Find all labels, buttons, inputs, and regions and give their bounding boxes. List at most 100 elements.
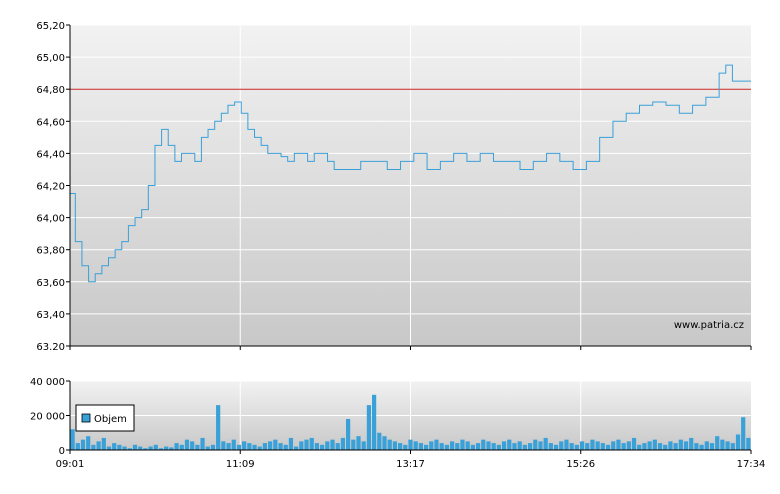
volume-bar (475, 443, 481, 450)
volume-bar (725, 441, 730, 450)
volume-bar (585, 443, 590, 450)
volume-bar (179, 444, 184, 450)
volume-bar (720, 439, 725, 450)
volume-bar (216, 405, 221, 450)
volume-bar (195, 444, 200, 450)
volume-bar (460, 439, 465, 450)
volume-bar (465, 441, 470, 450)
volume-bar (470, 444, 475, 450)
time-tick-label: 13:17 (396, 459, 425, 470)
volume-bar (288, 437, 294, 450)
volume-bar (715, 436, 720, 450)
volume-bar (242, 441, 247, 450)
volume-bar (663, 444, 668, 450)
volume-bar (455, 443, 460, 450)
volume-bar (392, 441, 398, 450)
price-tick-label: 64,20 (36, 182, 65, 193)
volume-bar (158, 448, 164, 450)
volume-bar (486, 441, 491, 450)
volume-bar (616, 439, 621, 450)
volume-bar (605, 444, 611, 450)
volume-bar (382, 436, 387, 450)
volume-bar (70, 429, 75, 450)
volume-bar (579, 441, 585, 450)
volume-bar (559, 441, 564, 450)
volume-bar (372, 394, 377, 450)
volume-bar (169, 447, 174, 450)
volume-bar (699, 444, 704, 450)
volume-tick-label: 0 (59, 446, 65, 457)
price-tick-label: 64,60 (36, 117, 65, 128)
time-tick-label: 11:09 (226, 459, 255, 470)
volume-bar (112, 443, 117, 450)
price-y-ticks: 65,20 65,00 64,80 64,60 64,40 64,20 64,00 63,80… (36, 21, 70, 353)
volume-bar (590, 439, 595, 450)
volume-bar (143, 448, 148, 450)
volume-bar (413, 441, 418, 450)
price-tick-label: 64,40 (36, 149, 65, 160)
volume-bar (330, 439, 335, 450)
volume-bar (262, 443, 268, 450)
volume-bar (735, 434, 741, 450)
volume-bar (294, 446, 299, 450)
volume-bar (236, 444, 242, 450)
volume-bar (600, 443, 605, 450)
volume-bar (268, 441, 273, 450)
volume-bar (481, 439, 486, 450)
volume-bar (80, 439, 86, 450)
volume-bar (626, 441, 631, 450)
volume-bar (507, 439, 512, 450)
volume-bar (205, 446, 210, 450)
volume-bar (200, 437, 205, 450)
volume-bar (221, 441, 226, 450)
volume-bar (595, 441, 600, 450)
volume-bar (652, 439, 657, 450)
volume-bar (138, 446, 143, 450)
volume-bar (673, 443, 678, 450)
volume-bar (538, 441, 543, 450)
volume-bar (683, 441, 689, 450)
volume-bar (335, 443, 340, 450)
volume-bar (96, 441, 101, 450)
volume-bar (309, 437, 314, 450)
price-tick-label: 63,60 (36, 278, 65, 289)
volume-bar (668, 441, 673, 450)
volume-bar (449, 441, 455, 450)
volume-bar (694, 443, 699, 450)
volume-bar (730, 443, 735, 450)
volume-bar (257, 446, 262, 450)
volume-bar (304, 439, 309, 450)
time-tick-label: 09:01 (56, 459, 85, 470)
price-tick-label: 65,00 (36, 53, 65, 64)
volume-bar (611, 441, 616, 450)
volume-bar (122, 446, 127, 450)
price-panel: 65,20 65,00 64,80 64,60 64,40 64,20 64,00 63,80… (36, 21, 752, 353)
volume-bar (678, 439, 683, 450)
volume-bar (86, 436, 91, 450)
volume-bar (346, 418, 351, 450)
volume-bar (127, 448, 132, 450)
volume-bar (377, 432, 382, 450)
volume-bar (429, 441, 434, 450)
volume-bar (621, 443, 626, 450)
volume-bar (361, 441, 366, 450)
volume-bar (366, 405, 372, 450)
volume-bar (91, 444, 96, 450)
volume-bar (117, 444, 122, 450)
volume-bar (439, 443, 444, 450)
volume-bar (153, 444, 158, 450)
volume-bar (226, 443, 231, 450)
volume-bar (533, 439, 538, 450)
price-tick-label: 64,80 (36, 85, 65, 96)
volume-bar (741, 417, 746, 450)
watermark-text: www.patria.cz (674, 320, 744, 331)
volume-bar (418, 443, 423, 450)
volume-legend: Objem (75, 404, 135, 432)
volume-tick-label: 20 000 (30, 412, 65, 423)
volume-bar (247, 443, 252, 450)
volume-bar (642, 443, 647, 450)
volume-bar (408, 439, 413, 450)
volume-bar (398, 443, 403, 450)
volume-bar (496, 444, 501, 450)
